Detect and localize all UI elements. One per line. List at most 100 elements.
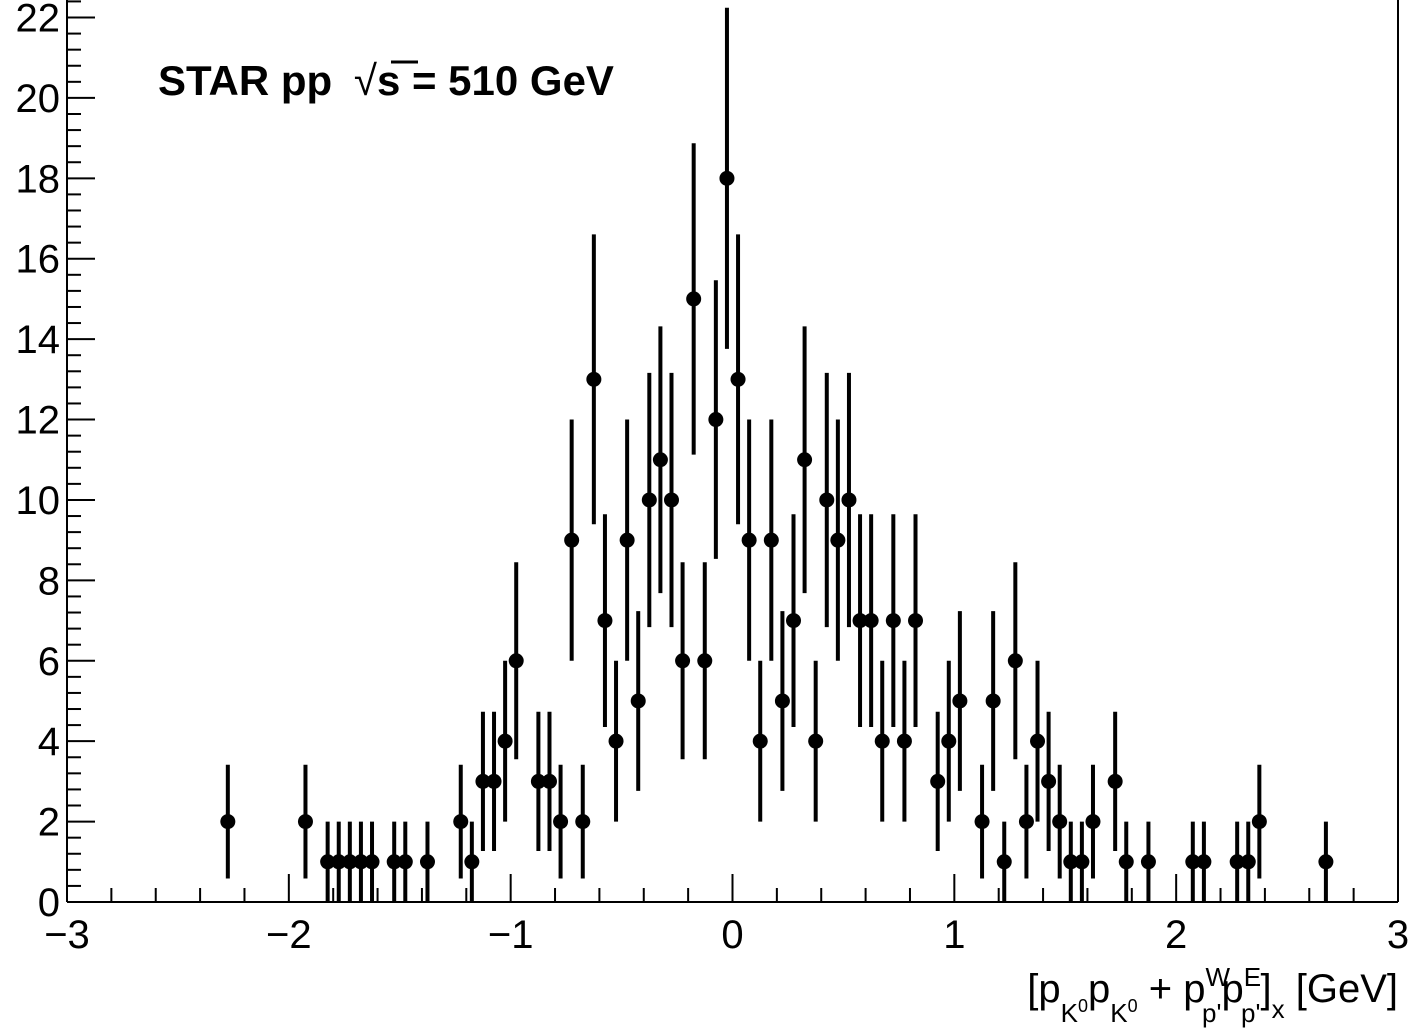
data-point: [896, 660, 912, 822]
x-axis-label: [pK0pK0 + pW p'pE p']x [GeV]: [1027, 962, 1398, 1028]
xl-supW: W: [1205, 962, 1230, 992]
marker: [1030, 733, 1046, 749]
marker: [497, 733, 513, 749]
y-tick-label: 4: [38, 720, 60, 764]
data-point: [663, 372, 679, 628]
xl-supE: E: [1244, 962, 1261, 992]
xl-close: ]: [1260, 967, 1271, 1011]
marker: [353, 854, 369, 870]
y-tick-label: 0: [38, 881, 60, 925]
data-point: [774, 611, 790, 791]
marker: [630, 693, 646, 709]
marker: [652, 452, 668, 468]
data-point: [830, 419, 846, 661]
data-point: [497, 660, 513, 822]
data-point: [1085, 764, 1101, 879]
marker: [1052, 814, 1068, 830]
annotation-sqrt: √: [354, 57, 378, 104]
marker: [220, 814, 236, 830]
data-point: [220, 764, 236, 879]
data-point: [1007, 562, 1023, 760]
marker: [708, 412, 724, 428]
x-tick-label: −1: [488, 913, 534, 957]
marker: [1251, 814, 1267, 830]
data-point: [1030, 660, 1046, 822]
marker: [419, 854, 435, 870]
data-point: [852, 514, 868, 727]
marker: [874, 733, 890, 749]
data-point: [619, 419, 635, 661]
marker: [508, 653, 524, 669]
marker: [464, 854, 480, 870]
data-point: [553, 764, 569, 879]
marker: [1318, 854, 1334, 870]
marker: [553, 814, 569, 830]
xl-mid: p: [1088, 967, 1110, 1011]
data-point: [908, 514, 924, 727]
data-point: [1074, 821, 1090, 902]
y-tick-label: 6: [38, 640, 60, 684]
data-point: [1063, 821, 1079, 902]
marker: [564, 532, 580, 548]
xl-sub2: K: [1110, 998, 1128, 1028]
data-point: [386, 821, 402, 902]
marker: [608, 733, 624, 749]
data-point: [874, 660, 890, 822]
data-points: [220, 7, 1334, 902]
marker: [1140, 854, 1156, 870]
x-tick-label: 0: [721, 913, 743, 957]
marker: [730, 371, 746, 387]
marker: [575, 814, 591, 830]
data-point: [1052, 764, 1068, 879]
xl-sup0a: 0: [1078, 996, 1088, 1016]
xl-unit: [GeV]: [1285, 967, 1398, 1011]
marker: [885, 613, 901, 629]
data-point: [630, 611, 646, 791]
marker: [297, 814, 313, 830]
marker: [786, 613, 802, 629]
data-point: [364, 821, 380, 902]
data-point: [1185, 821, 1201, 902]
data-point: [608, 660, 624, 822]
data-point: [1318, 821, 1334, 902]
marker: [686, 291, 702, 307]
data-point: [1251, 764, 1267, 879]
data-point: [941, 660, 957, 822]
marker: [774, 693, 790, 709]
marker: [1085, 814, 1101, 830]
data-point: [1041, 711, 1057, 852]
marker: [841, 492, 857, 508]
data-point: [464, 821, 480, 902]
data-point: [808, 660, 824, 822]
annotation-root: s: [377, 57, 400, 104]
data-point: [1240, 821, 1256, 902]
marker: [719, 170, 735, 186]
marker: [453, 814, 469, 830]
y-tick-label: 18: [16, 157, 61, 201]
data-point: [597, 514, 613, 727]
data-point: [974, 764, 990, 879]
data-point: [741, 419, 757, 661]
annotation-suffix: = 510 GeV: [400, 57, 614, 104]
xl-open: [p: [1027, 967, 1060, 1011]
marker: [1041, 773, 1057, 789]
data-point: [331, 821, 347, 902]
data-point: [453, 764, 469, 879]
data-point: [297, 764, 313, 879]
data-point: [1196, 821, 1212, 902]
marker: [586, 371, 602, 387]
data-point: [686, 143, 702, 455]
marker: [852, 613, 868, 629]
marker: [830, 532, 846, 548]
xl-p2: p: [1221, 967, 1243, 1011]
data-point: [575, 764, 591, 879]
marker: [597, 613, 613, 629]
marker: [1007, 653, 1023, 669]
marker: [763, 532, 779, 548]
data-point: [530, 711, 546, 852]
marker: [364, 854, 380, 870]
marker: [996, 854, 1012, 870]
marker: [1063, 854, 1079, 870]
marker: [475, 773, 491, 789]
